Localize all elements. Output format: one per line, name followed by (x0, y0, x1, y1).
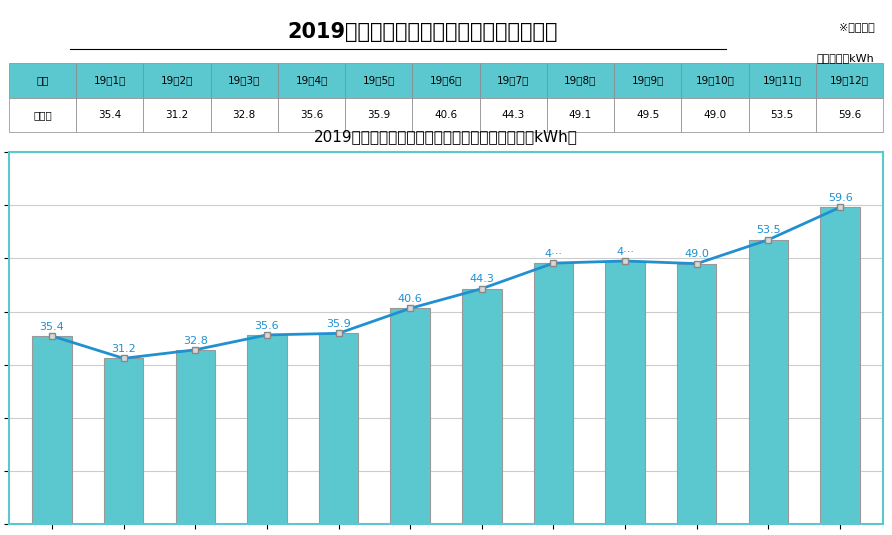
Text: 19年4月: 19年4月 (295, 75, 327, 85)
Bar (32, 336, 71, 524)
Text: 19年9月: 19年9月 (632, 75, 664, 85)
Bar (247, 335, 286, 524)
FancyBboxPatch shape (76, 63, 144, 97)
Bar (391, 308, 430, 524)
FancyBboxPatch shape (211, 97, 278, 132)
Text: 49.0: 49.0 (684, 249, 709, 259)
Bar (677, 264, 716, 524)
Text: 单位：千万kWh: 单位：千万kWh (816, 54, 874, 63)
Text: 31.2: 31.2 (165, 110, 188, 120)
FancyBboxPatch shape (614, 97, 681, 132)
FancyBboxPatch shape (748, 63, 816, 97)
FancyBboxPatch shape (816, 97, 883, 132)
Bar (533, 263, 574, 524)
FancyBboxPatch shape (144, 63, 211, 97)
FancyBboxPatch shape (480, 63, 547, 97)
Text: 49.1: 49.1 (569, 110, 592, 120)
Text: 35.6: 35.6 (254, 320, 279, 331)
FancyBboxPatch shape (681, 97, 748, 132)
Text: 31.2: 31.2 (112, 344, 136, 354)
Bar (748, 240, 789, 524)
FancyBboxPatch shape (547, 97, 614, 132)
Text: 49.0: 49.0 (704, 110, 727, 120)
Bar (318, 333, 359, 524)
Bar (606, 261, 645, 524)
Text: 月份: 月份 (37, 75, 49, 85)
Text: 4···: 4··· (544, 249, 563, 259)
FancyBboxPatch shape (681, 63, 748, 97)
Text: 40.6: 40.6 (398, 294, 423, 304)
Text: 19年7月: 19年7月 (497, 75, 530, 85)
FancyBboxPatch shape (9, 97, 76, 132)
Text: 19年10月: 19年10月 (696, 75, 734, 85)
Text: 19年12月: 19年12月 (830, 75, 869, 85)
FancyBboxPatch shape (816, 63, 883, 97)
Text: 保有量: 保有量 (33, 110, 52, 120)
Text: 53.5: 53.5 (756, 225, 780, 235)
Text: 40.6: 40.6 (434, 110, 458, 120)
Text: 35.4: 35.4 (98, 110, 121, 120)
Text: 19年8月: 19年8月 (565, 75, 597, 85)
Text: 35.9: 35.9 (326, 319, 351, 329)
Text: 35.6: 35.6 (300, 110, 323, 120)
Text: 35.4: 35.4 (39, 322, 64, 332)
Text: 53.5: 53.5 (771, 110, 794, 120)
Text: 19年11月: 19年11月 (763, 75, 802, 85)
Text: 年各月公共充电基础设施充电电量情况: 年各月公共充电基础设施充电电量情况 (345, 22, 558, 42)
Text: 59.6: 59.6 (828, 193, 853, 203)
Bar (462, 289, 501, 524)
Text: 32.8: 32.8 (183, 335, 208, 346)
FancyBboxPatch shape (547, 63, 614, 97)
Text: ※不含国网: ※不含国网 (838, 22, 874, 32)
Text: 59.6: 59.6 (838, 110, 861, 120)
Text: 49.5: 49.5 (636, 110, 659, 120)
Text: 44.3: 44.3 (469, 274, 494, 285)
FancyBboxPatch shape (211, 63, 278, 97)
FancyBboxPatch shape (412, 63, 480, 97)
Text: 4···: 4··· (616, 247, 634, 257)
Text: 44.3: 44.3 (501, 110, 524, 120)
Text: 2019: 2019 (287, 22, 345, 42)
Bar (821, 207, 860, 524)
FancyBboxPatch shape (9, 63, 76, 97)
FancyBboxPatch shape (144, 97, 211, 132)
FancyBboxPatch shape (345, 63, 412, 97)
Text: 19年2月: 19年2月 (161, 75, 194, 85)
Title: 2019年各月公共类充电设施充电电量（单位：千万kWh）: 2019年各月公共类充电设施充电电量（单位：千万kWh） (314, 129, 578, 144)
FancyBboxPatch shape (76, 97, 144, 132)
FancyBboxPatch shape (480, 97, 547, 132)
Text: 19年5月: 19年5月 (362, 75, 395, 85)
FancyBboxPatch shape (412, 97, 480, 132)
Text: 19年3月: 19年3月 (228, 75, 260, 85)
FancyBboxPatch shape (278, 63, 345, 97)
FancyBboxPatch shape (345, 97, 412, 132)
FancyBboxPatch shape (748, 97, 816, 132)
Bar (103, 358, 144, 524)
FancyBboxPatch shape (614, 63, 681, 97)
Bar (176, 350, 215, 524)
FancyBboxPatch shape (278, 97, 345, 132)
Text: 19年1月: 19年1月 (94, 75, 126, 85)
Text: 35.9: 35.9 (368, 110, 391, 120)
Text: 19年6月: 19年6月 (430, 75, 462, 85)
Text: 32.8: 32.8 (233, 110, 256, 120)
